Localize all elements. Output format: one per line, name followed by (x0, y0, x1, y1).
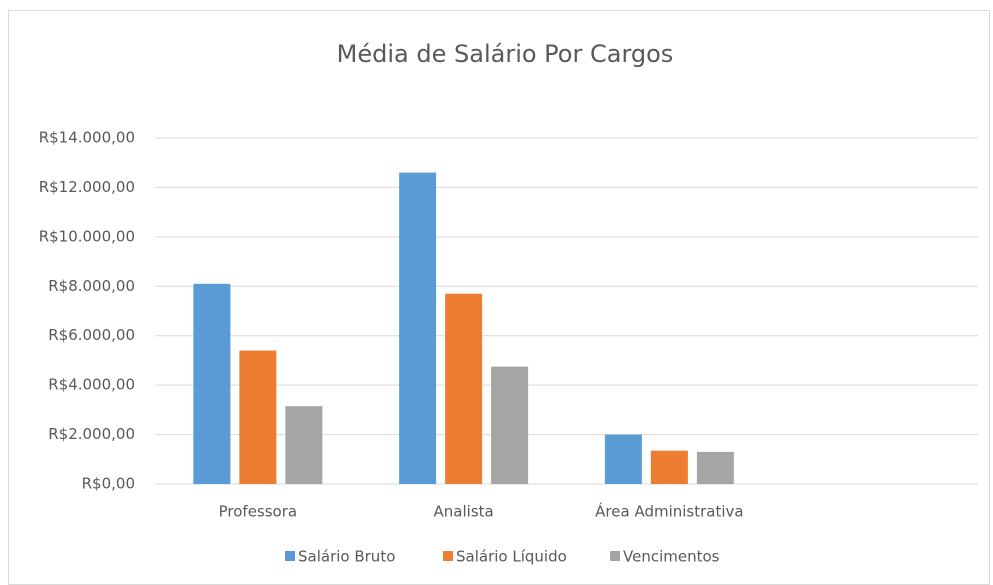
bar (696, 451, 734, 484)
legend-label: Vencimentos (623, 548, 720, 566)
bar (399, 172, 437, 484)
legend-swatch (285, 551, 295, 561)
x-tick-label: Analista (434, 503, 494, 521)
y-tick-label: R$0,00 (82, 475, 135, 493)
bar (285, 406, 323, 484)
legend-swatch (610, 551, 620, 561)
bar (604, 434, 642, 484)
legend-label: Salário Líquido (456, 548, 567, 566)
y-tick-label: R$14.000,00 (39, 129, 135, 147)
x-tick-label: Área Administrativa (595, 502, 743, 521)
bar (445, 293, 483, 484)
chart-border (8, 10, 990, 585)
legend-label: Salário Bruto (298, 548, 395, 566)
y-tick-label: R$8.000,00 (48, 277, 135, 295)
bar (239, 350, 277, 484)
legend-swatch (443, 551, 453, 561)
x-tick-label: Professora (219, 503, 297, 521)
y-tick-label: R$2.000,00 (48, 425, 135, 443)
bar (491, 366, 529, 484)
y-tick-label: R$6.000,00 (48, 326, 135, 344)
y-tick-label: R$12.000,00 (39, 178, 135, 196)
chart-title: Média de Salário Por Cargos (337, 40, 674, 68)
y-tick-label: R$4.000,00 (48, 376, 135, 394)
bar (650, 450, 688, 484)
y-tick-label: R$10.000,00 (39, 227, 135, 245)
bar (193, 283, 231, 484)
